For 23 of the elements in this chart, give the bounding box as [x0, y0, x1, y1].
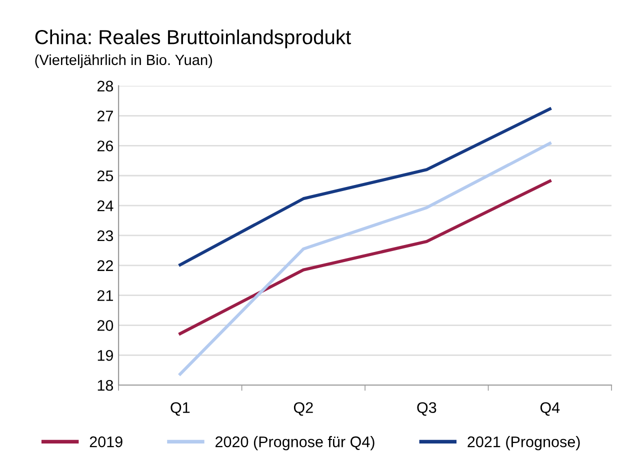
- y-tick-label: 22: [97, 260, 113, 271]
- legend-label: 2019: [90, 436, 122, 448]
- legend-label: 2020 (Prognose für Q4): [216, 436, 374, 450]
- y-tick-label: 27: [97, 110, 113, 122]
- line-series: [178, 142, 552, 376]
- x-tick-label: Q3: [417, 402, 436, 416]
- x-tick-label: Q4: [540, 402, 560, 416]
- y-tick-label: 26: [97, 140, 114, 152]
- chart-title: China: Reales Bruttoinlandsprodukt: [35, 29, 351, 48]
- y-tick-label: 23: [97, 230, 114, 242]
- line-series: [178, 107, 552, 266]
- y-tick-label: 18: [98, 380, 114, 391]
- x-tick-label: Q2: [294, 402, 313, 416]
- y-tick-label: 25: [97, 170, 114, 182]
- y-tick-label: 21: [97, 290, 113, 301]
- legend-label: 2021 (Prognose): [468, 436, 580, 450]
- y-tick-label: 19: [98, 350, 113, 361]
- y-tick-label: 20: [97, 320, 114, 331]
- y-tick-label: 24: [97, 200, 114, 212]
- y-tick-label: 28: [97, 80, 114, 92]
- line-series: [178, 179, 552, 336]
- x-tick-label: Q1: [170, 402, 190, 416]
- chart-subtitle: (Vierteljährlich in Bio. Yuan): [35, 54, 212, 68]
